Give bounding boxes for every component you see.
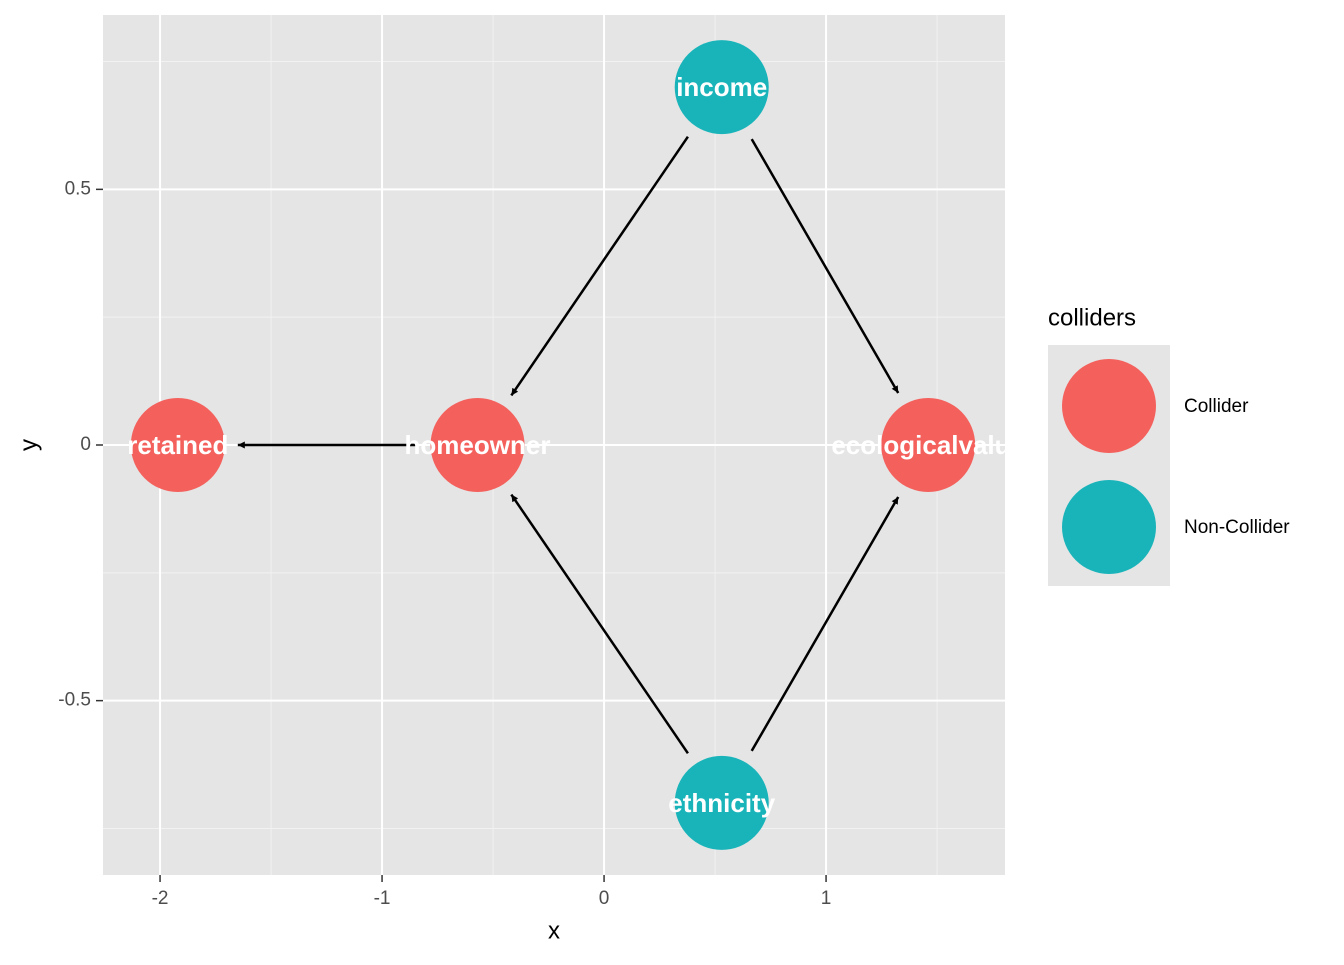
edge [510, 135, 689, 397]
x-tick-label: -1 [374, 888, 391, 909]
legend-label: Non-Collider [1184, 517, 1290, 538]
node [674, 40, 769, 135]
x-axis-title: x [548, 917, 560, 944]
edges [237, 135, 900, 755]
edge [750, 496, 900, 752]
legend: colliders Collider Non-Collider [1048, 304, 1290, 586]
node [130, 398, 225, 492]
edge [750, 138, 900, 394]
legend-key [1062, 480, 1156, 574]
axes: -2 -1 0 1 -0.5 0 0.5 [58, 178, 831, 909]
x-tick-label: 1 [821, 888, 832, 909]
node-label: income [676, 72, 767, 102]
x-tick-label: 0 [599, 888, 610, 909]
x-tick-label: -2 [152, 888, 169, 909]
y-tick-label: -0.5 [58, 690, 91, 711]
edge [510, 493, 689, 755]
legend-label: Collider [1184, 396, 1249, 417]
node [881, 398, 976, 492]
legend-title: colliders [1048, 304, 1136, 331]
node-label: ecologicalvalue [831, 430, 1025, 460]
legend-key [1062, 359, 1156, 453]
node [674, 755, 769, 850]
node-label: retained [127, 430, 228, 460]
node-label: ethnicity [668, 788, 775, 818]
nodes: retained homeowner ecologicalvalue income et… [127, 40, 1025, 850]
node-label: homeowner [405, 430, 551, 460]
node [430, 398, 525, 492]
y-axis-title: y [15, 439, 42, 451]
y-tick-label: 0 [80, 434, 91, 455]
y-tick-label: 0.5 [65, 178, 91, 199]
